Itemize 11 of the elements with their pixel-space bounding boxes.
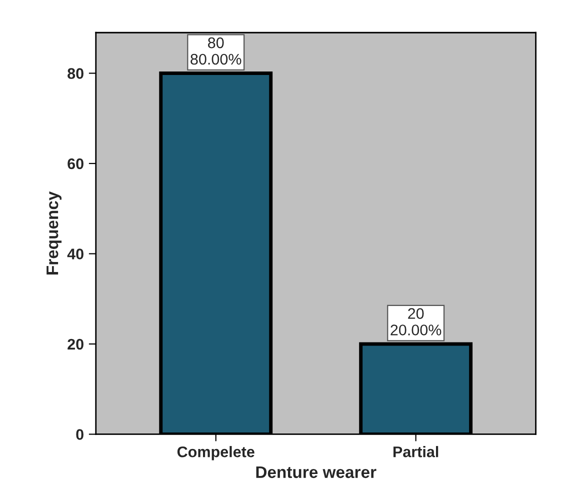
y-tick-label: 20	[68, 338, 84, 350]
x-tick-label: Partial	[393, 446, 438, 458]
y-tick-label: 40	[67, 248, 84, 260]
data-label: 20 20.00%	[390, 308, 442, 336]
x-tick-label: Compelete	[177, 446, 254, 460]
data-label: 80 80.00%	[190, 37, 242, 65]
y-tick-label: 60	[68, 158, 84, 170]
y-tick-label: 0	[76, 429, 84, 440]
y-axis-title: Frequency	[46, 191, 62, 274]
x-axis-title: Denture wearer	[256, 466, 376, 478]
y-tick-label: 80	[68, 68, 84, 79]
